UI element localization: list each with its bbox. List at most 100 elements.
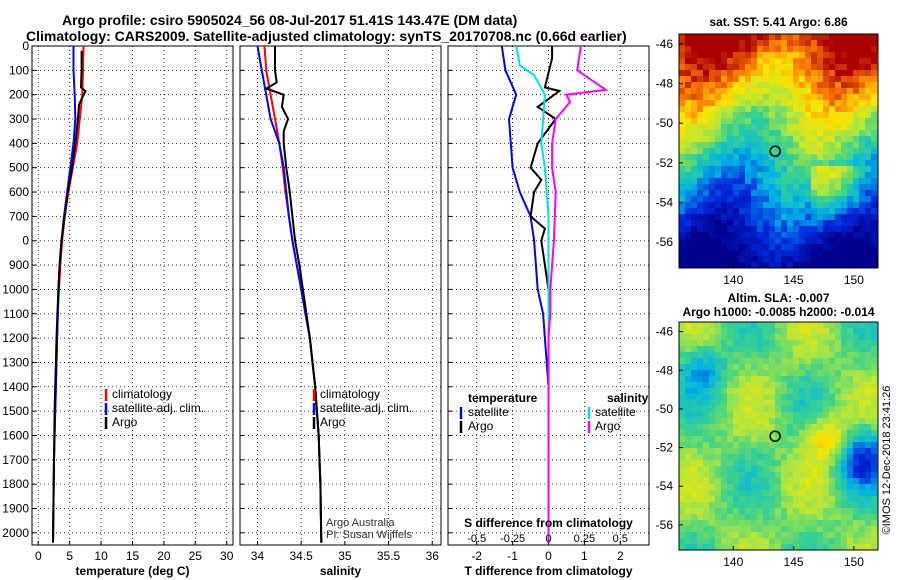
- map-cell: [757, 418, 763, 424]
- map-cell: [787, 442, 793, 448]
- map-cell: [817, 244, 823, 250]
- map-cell: [829, 352, 835, 358]
- map-cell: [763, 460, 769, 466]
- map-cell: [775, 118, 781, 124]
- map-cell: [739, 460, 745, 466]
- map-cell: [871, 64, 877, 70]
- map-cell: [805, 58, 811, 64]
- map-cell: [829, 256, 835, 262]
- map-cell: [679, 490, 685, 496]
- map-cell: [763, 160, 769, 166]
- map-cell: [763, 334, 769, 340]
- map-cell: [733, 178, 739, 184]
- map-cell: [763, 418, 769, 424]
- map-y-tick-label: -46: [656, 325, 674, 339]
- map-cell: [709, 238, 715, 244]
- map-cell: [793, 412, 799, 418]
- map-cell: [697, 346, 703, 352]
- map-cell: [799, 346, 805, 352]
- map-cell: [769, 130, 775, 136]
- map-cell: [841, 472, 847, 478]
- map-cell: [769, 172, 775, 178]
- x-tick-label: 0: [35, 549, 42, 563]
- map-cell: [703, 400, 709, 406]
- map-cell: [859, 160, 865, 166]
- map-cell: [781, 388, 787, 394]
- map-cell: [697, 466, 703, 472]
- map-cell: [697, 184, 703, 190]
- map-cell: [763, 100, 769, 106]
- map-cell: [709, 160, 715, 166]
- map-cell: [715, 322, 721, 328]
- map-cell: [757, 544, 763, 550]
- map-cell: [763, 508, 769, 514]
- map-cell: [811, 472, 817, 478]
- map-cell: [769, 532, 775, 538]
- map-cell: [823, 502, 829, 508]
- map-cell: [751, 172, 757, 178]
- map-cell: [817, 112, 823, 118]
- map-cell: [823, 178, 829, 184]
- map-cell: [793, 100, 799, 106]
- map-cell: [799, 490, 805, 496]
- map-cell: [715, 496, 721, 502]
- map-cell: [763, 520, 769, 526]
- map-cell: [775, 142, 781, 148]
- map-cell: [691, 424, 697, 430]
- map-cell: [817, 412, 823, 418]
- map-cell: [841, 148, 847, 154]
- map-cell: [769, 52, 775, 58]
- map-cell: [805, 496, 811, 502]
- map-cell: [763, 532, 769, 538]
- map-cell: [787, 154, 793, 160]
- map-cell: [775, 322, 781, 328]
- map-cell: [769, 388, 775, 394]
- map-cell: [841, 94, 847, 100]
- map-cell: [727, 220, 733, 226]
- map-cell: [781, 238, 787, 244]
- map-cell: [781, 250, 787, 256]
- map-cell: [811, 100, 817, 106]
- map-cell: [733, 424, 739, 430]
- map-cell: [679, 472, 685, 478]
- map-cell: [727, 472, 733, 478]
- map-cell: [733, 370, 739, 376]
- map-cell: [817, 334, 823, 340]
- map-cell: [865, 40, 871, 46]
- map-cell: [703, 376, 709, 382]
- map-cell: [727, 496, 733, 502]
- map-cell: [817, 52, 823, 58]
- map-cell: [853, 34, 859, 40]
- map-cell: [841, 118, 847, 124]
- map-cell: [715, 226, 721, 232]
- map-cell: [853, 100, 859, 106]
- map-cell: [745, 226, 751, 232]
- map-cell: [745, 430, 751, 436]
- map-cell: [703, 370, 709, 376]
- map-cell: [733, 256, 739, 262]
- map-cell: [745, 388, 751, 394]
- map-cell: [829, 106, 835, 112]
- map-cell: [697, 508, 703, 514]
- map-cell: [871, 220, 877, 226]
- map-cell: [793, 34, 799, 40]
- map-cell: [709, 40, 715, 46]
- map-cell: [775, 370, 781, 376]
- x-tick-label: 15: [126, 549, 140, 563]
- map-cell: [811, 208, 817, 214]
- map-cell: [727, 184, 733, 190]
- map-cell: [865, 106, 871, 112]
- map-cell: [841, 502, 847, 508]
- map-cell: [853, 430, 859, 436]
- map-cell: [733, 160, 739, 166]
- map-cell: [859, 448, 865, 454]
- map-cell: [757, 460, 763, 466]
- map-cell: [781, 208, 787, 214]
- map-cell: [859, 442, 865, 448]
- map-cell: [739, 172, 745, 178]
- map-cell: [703, 142, 709, 148]
- map-cell: [805, 370, 811, 376]
- map-cell: [733, 466, 739, 472]
- map-cell: [865, 184, 871, 190]
